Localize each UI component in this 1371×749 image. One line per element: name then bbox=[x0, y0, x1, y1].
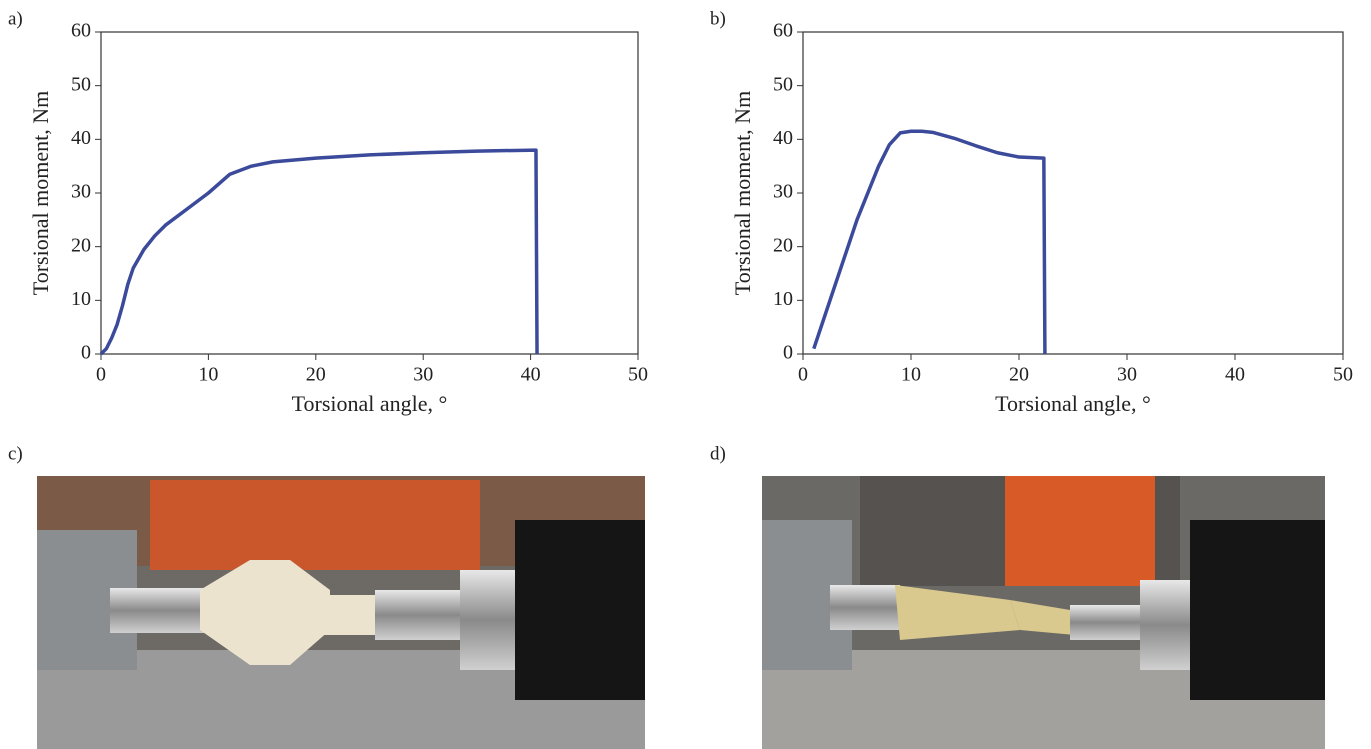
x-axis-label: Torsional angle, ° bbox=[995, 391, 1151, 416]
plot-frame bbox=[100, 31, 639, 355]
plot-frame bbox=[802, 31, 1344, 355]
x-tick-label: 20 bbox=[1009, 364, 1029, 386]
y-tick-label: 0 bbox=[783, 342, 793, 364]
y-tick-label: 30 bbox=[71, 181, 91, 203]
y-tick-label: 20 bbox=[71, 234, 91, 256]
x-axis-label: Torsional angle, ° bbox=[292, 391, 448, 416]
y-tick-label: 10 bbox=[773, 288, 793, 310]
x-tick-label: 30 bbox=[1117, 364, 1137, 386]
x-tick-label: 20 bbox=[306, 364, 326, 386]
x-tick-label: 30 bbox=[413, 364, 433, 386]
y-tick-label: 60 bbox=[773, 20, 793, 42]
y-tick-label: 50 bbox=[773, 73, 793, 95]
y-axis-label: Torsional moment, Nm bbox=[28, 91, 53, 295]
y-tick-label: 40 bbox=[71, 127, 91, 149]
panel-label: c) bbox=[8, 443, 23, 464]
x-tick-label: 10 bbox=[901, 364, 921, 386]
x-tick-label: 10 bbox=[198, 364, 218, 386]
y-tick-label: 0 bbox=[81, 342, 91, 364]
photo-d bbox=[762, 476, 1325, 749]
x-tick-label: 0 bbox=[96, 364, 106, 386]
photo-c bbox=[37, 476, 645, 749]
y-tick-label: 60 bbox=[71, 20, 91, 42]
panel-label: a) bbox=[8, 8, 23, 29]
x-tick-label: 40 bbox=[1225, 364, 1245, 386]
panel-label: b) bbox=[710, 8, 726, 29]
x-tick-label: 50 bbox=[628, 364, 648, 386]
y-axis-label: Torsional moment, Nm bbox=[730, 91, 755, 295]
y-tick-label: 40 bbox=[773, 127, 793, 149]
y-tick-label: 10 bbox=[71, 288, 91, 310]
data-line bbox=[812, 129, 1047, 355]
x-tick-label: 50 bbox=[1333, 364, 1353, 386]
y-tick-label: 50 bbox=[71, 73, 91, 95]
y-tick-label: 20 bbox=[773, 234, 793, 256]
panel-label: d) bbox=[710, 443, 726, 464]
data-line bbox=[99, 148, 539, 356]
x-tick-label: 0 bbox=[798, 364, 808, 386]
x-tick-label: 40 bbox=[521, 364, 541, 386]
y-tick-label: 30 bbox=[773, 181, 793, 203]
